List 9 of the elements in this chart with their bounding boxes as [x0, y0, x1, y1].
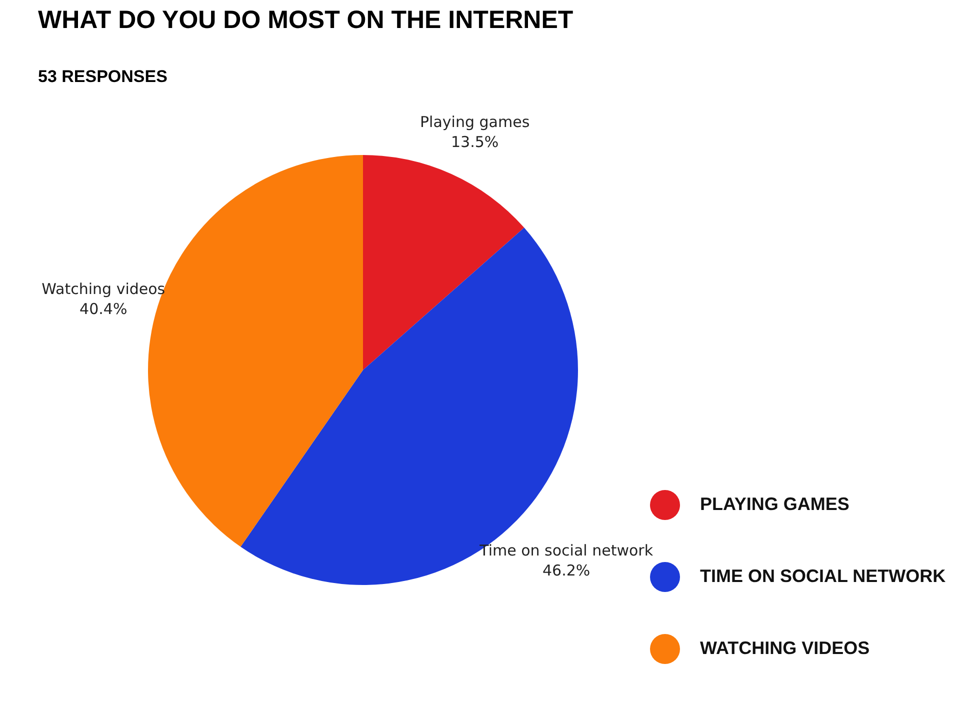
legend-label: PLAYING GAMES [700, 494, 850, 514]
data-label: Watching videos 40.4% [42, 280, 166, 318]
pie-slice [363, 155, 524, 370]
legend-label: TIME ON SOCIAL NETWORK [700, 566, 946, 586]
data-label: Time on social network 46.2% [478, 542, 654, 580]
chart-title: WHAT DO YOU DO MOST ON THE INTERNET [38, 6, 574, 34]
chart-subtitle: 53 RESPONSES [38, 67, 168, 86]
legend-label: WATCHING VIDEOS [700, 638, 870, 658]
data-label: Playing games 13.5% [420, 113, 530, 152]
